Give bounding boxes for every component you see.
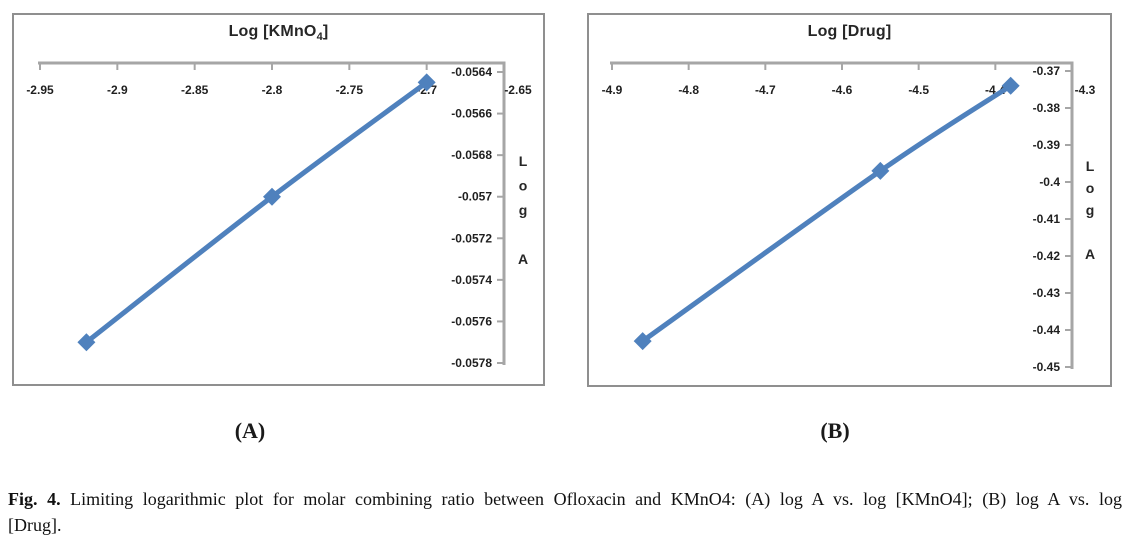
panel-label-b: (B): [820, 418, 850, 443]
y-tick-label: -0.41: [1033, 212, 1061, 226]
y-tick-label: -0.4: [1039, 175, 1060, 189]
caption-line-1: Fig. 4. Limiting logarithmic plot for mo…: [8, 486, 1122, 512]
y-axis-title-letter: o: [1086, 180, 1095, 196]
x-tick-label: -4.3: [1075, 83, 1096, 97]
y-tick-label: -0.0578: [451, 356, 492, 370]
y-axis-title-letter: L: [1086, 158, 1095, 174]
diamond-marker: [77, 333, 96, 352]
diamond-marker: [417, 73, 436, 92]
y-axis-title-letter: A: [1085, 246, 1095, 262]
diamond-marker: [633, 332, 652, 351]
y-axis-title-letter: g: [519, 202, 528, 218]
y-tick-label: -0.42: [1033, 249, 1061, 263]
series-line: [640, 83, 1014, 344]
x-tick-label: -4.9: [602, 83, 623, 97]
y-tick-label: -0.0568: [451, 148, 492, 162]
y-tick-label: -0.39: [1033, 138, 1061, 152]
chart-b-title: Log [Drug]: [589, 23, 1110, 43]
y-tick-label: -0.45: [1033, 360, 1061, 374]
figure-caption: Fig. 4. Limiting logarithmic plot for mo…: [8, 486, 1122, 538]
y-axis-title-letter: g: [1086, 202, 1095, 218]
caption-text: Limiting logarithmic plot for molar comb…: [60, 489, 1122, 509]
chart-a-title-main: Log [KMnO: [228, 23, 317, 40]
x-tick-label: -2.65: [504, 83, 532, 97]
y-tick-label: -0.0572: [451, 231, 492, 245]
chart-a-plot-area: -2.95-2.9-2.85-2.8-2.75-2.7-2.65-0.0564-…: [26, 61, 532, 370]
y-axis-title-letter: A: [518, 251, 528, 267]
y-tick-label: -0.0576: [451, 314, 492, 328]
y-tick-label: -0.38: [1033, 101, 1061, 115]
caption-line-2: [Drug].: [8, 515, 62, 535]
chart-b-plot-area: -4.9 -4.8 -4.7 -4.6 -4.5 -4.4 -4.3-0.37-0.38-0…: [602, 61, 1096, 374]
y-tick-label: -0.37: [1033, 64, 1061, 78]
series-line: [83, 79, 430, 345]
x-tick-label: -2.75: [336, 83, 364, 97]
chart-b-title-main: Log [Drug: [807, 23, 886, 40]
y-tick-label: -0.0574: [451, 273, 492, 287]
caption-figure-number: Fig. 4.: [8, 489, 61, 509]
x-tick-label: -2.95: [26, 83, 54, 97]
y-tick-label: -0.057: [458, 190, 492, 204]
diamond-marker: [871, 161, 890, 180]
diamond-marker: [263, 187, 281, 206]
x-tick-label: -4.7: [755, 83, 776, 97]
y-tick-label: -0.0564: [451, 65, 492, 79]
x-tick-label: -2.9: [107, 83, 128, 97]
chart-a-title-end: ]: [322, 23, 329, 40]
chart-panel-a: Log [KMnO4] -2.95-2.9-2.85-2.8-2.75-2.7-…: [12, 13, 545, 386]
y-tick-label: -0.43: [1033, 286, 1061, 300]
x-tick-label: -4.5: [908, 83, 929, 97]
chart-a-title-subscript: 4: [316, 31, 323, 44]
chart-a-title: Log [KMnO4]: [14, 23, 543, 43]
y-tick-label: -0.0566: [451, 107, 492, 121]
y-axis-title-letter: o: [519, 178, 528, 194]
chart-panel-b: Log [Drug] -4.9 -4.8 -4.7 -4.6 -4.5 -4.4 -4.3-…: [587, 13, 1112, 387]
x-tick-label: -4.8: [678, 83, 699, 97]
chart-b-title-end: ]: [885, 23, 892, 40]
x-tick-label: -4.6: [832, 83, 853, 97]
x-tick-label: -2.8: [262, 83, 283, 97]
y-axis-title-letter: L: [519, 153, 528, 169]
y-tick-label: -0.44: [1033, 323, 1061, 337]
panel-label-a: (A): [234, 418, 266, 443]
x-tick-label: -2.85: [181, 83, 209, 97]
diamond-marker: [1001, 76, 1020, 95]
